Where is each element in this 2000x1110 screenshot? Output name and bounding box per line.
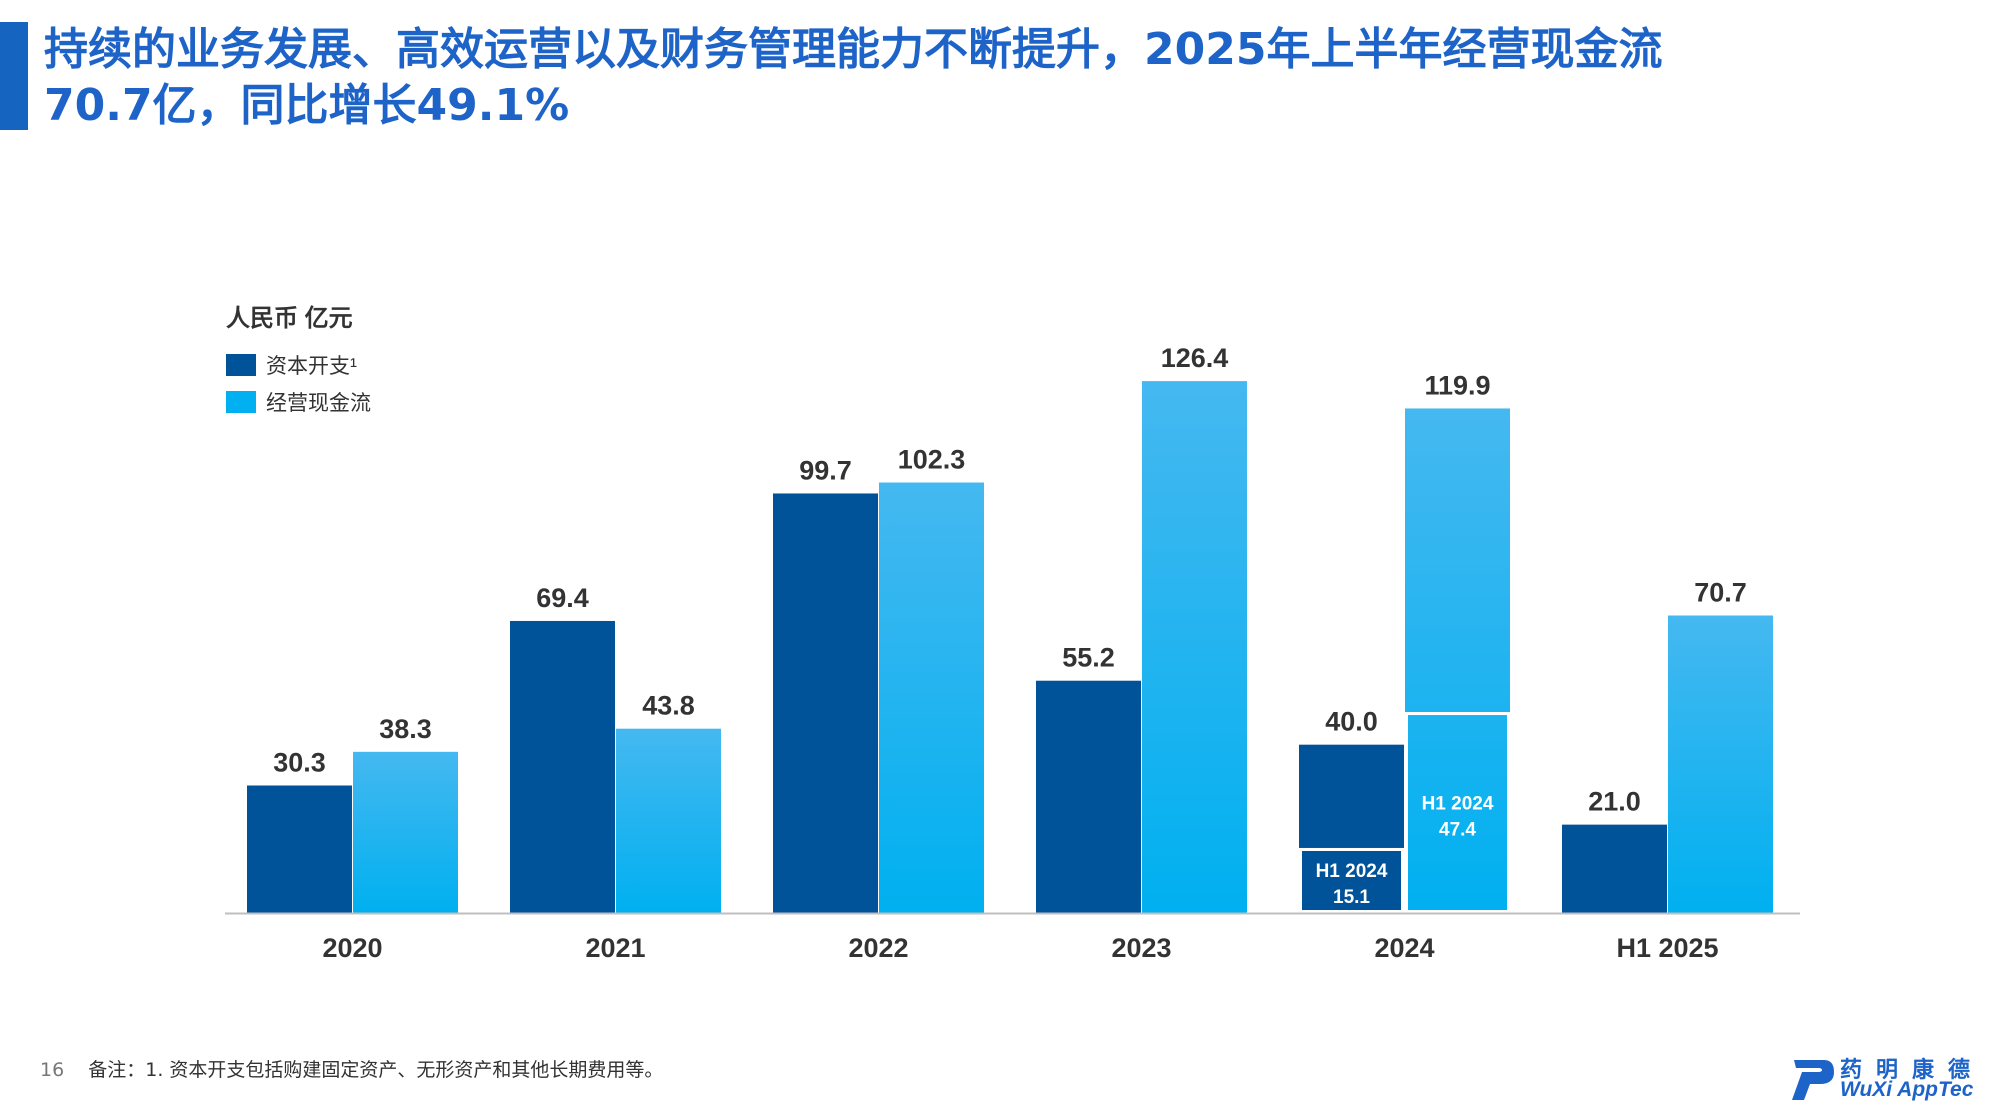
legend-label-0: 资本开支¹ (266, 355, 357, 378)
sub-label-1: H1 2024 (1422, 793, 1494, 814)
data-label-2024-s0: 40.0 (1325, 707, 1378, 737)
x-tick-label-2020: 2020 (322, 933, 382, 963)
data-label-2023-s0: 55.2 (1062, 643, 1115, 673)
data-label-H1-2025-s0: 21.0 (1588, 787, 1641, 817)
data-label-H1-2025-s1: 70.7 (1694, 577, 1747, 607)
logo-mark-icon (1792, 1060, 1834, 1100)
title-line-1: 持续的业务发展、高效运营以及财务管理能力不断提升，2025年上半年经营现金流 (44, 24, 1663, 75)
title-line-2: 70.7亿，同比增长49.1% (44, 80, 570, 131)
sub-value-0: 15.1 (1333, 887, 1370, 908)
x-tick-label-2022: 2022 (848, 933, 908, 963)
logo-chinese-name: 药明康德 (1840, 1057, 1985, 1083)
bar-2024-s0 (1299, 744, 1404, 913)
bar-2022-s1 (879, 482, 984, 913)
page-number: 16 (40, 1059, 65, 1081)
bar-2020-s1 (353, 751, 458, 913)
footnote-text: 备注：1. 资本开支包括购建固定资产、无形资产和其他长期费用等。 (88, 1059, 664, 1081)
sub-label-0: H1 2024 (1316, 861, 1388, 882)
x-tick-label-2021: 2021 (585, 933, 645, 963)
company-logo: 药明康德 WuXi AppTec (1790, 1052, 1980, 1102)
legend-swatch-0 (226, 354, 256, 376)
data-label-2022-s1: 102.3 (898, 445, 966, 475)
bar-2021-s0 (510, 620, 615, 913)
data-label-2021-s0: 69.4 (536, 583, 589, 613)
logo-english-name: WuXi AppTec (1840, 1078, 1974, 1101)
x-tick-label-2024: 2024 (1374, 933, 1434, 963)
data-label-2022-s0: 99.7 (799, 455, 852, 485)
bar-2020-s0 (247, 785, 352, 913)
footnote: 16 备注：1. 资本开支包括购建固定资产、无形资产和其他长期费用等。 (40, 1055, 663, 1082)
data-label-2024-s1: 119.9 (1424, 370, 1490, 400)
bar-2023-s1 (1142, 381, 1247, 914)
legend-swatch-1 (226, 391, 256, 413)
page-title: 持续的业务发展、高效运营以及财务管理能力不断提升，2025年上半年经营现金流 7… (44, 22, 1944, 134)
unit-label: 人民币 亿元 (226, 305, 353, 332)
legend-label-1: 经营现金流 (266, 392, 371, 415)
data-label-2020-s1: 38.3 (379, 714, 432, 744)
sub-outline-1 (1405, 712, 1510, 913)
bar-2024-s1 (1405, 408, 1510, 913)
sub-outline-0 (1299, 847, 1404, 914)
x-tick-label-2023: 2023 (1111, 933, 1171, 963)
bar-2023-s0 (1036, 680, 1141, 913)
data-label-2023-s1: 126.4 (1161, 343, 1229, 373)
bar-2022-s0 (773, 493, 878, 913)
data-label-2021-s1: 43.8 (642, 691, 695, 721)
bar-H1-2025-s0 (1562, 824, 1667, 913)
sub-value-1: 47.4 (1439, 819, 1476, 840)
x-tick-label-H1-2025: H1 2025 (1616, 933, 1718, 963)
title-accent-bar (0, 22, 28, 130)
data-label-2020-s0: 30.3 (273, 747, 326, 777)
bar-2021-s1 (616, 728, 721, 913)
bar-H1-2025-s1 (1668, 615, 1773, 913)
